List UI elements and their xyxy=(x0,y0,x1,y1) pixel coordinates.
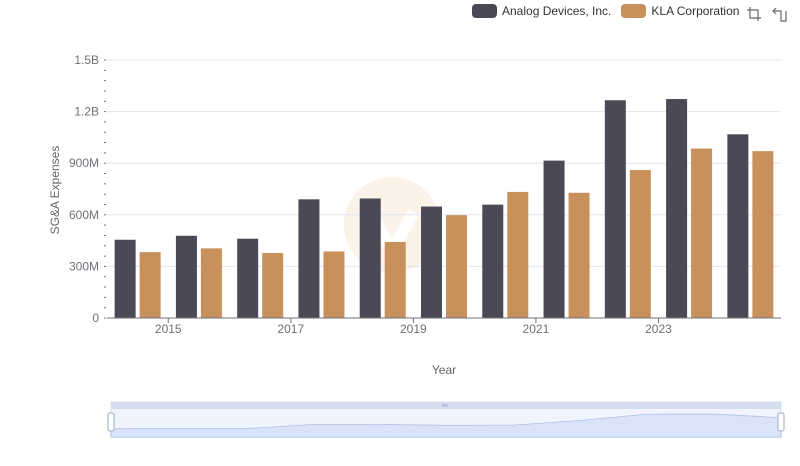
data-zoom-preview-area xyxy=(110,413,782,438)
legend-label-kla: KLA Corporation xyxy=(651,4,740,18)
x-axis-title: Year xyxy=(432,363,456,377)
data-zoom-right-handle[interactable] xyxy=(777,412,785,432)
bar-kla-2020[interactable] xyxy=(507,191,529,318)
bar-kla-2014[interactable] xyxy=(139,252,161,318)
toolbox xyxy=(746,6,788,22)
y-tick-label: 900M xyxy=(69,156,99,170)
zoom-icon[interactable] xyxy=(746,6,762,22)
y-tick-label: 600M xyxy=(69,208,99,222)
legend-item-kla[interactable]: KLA Corporation xyxy=(621,4,739,18)
bar-analog-devices-2016[interactable] xyxy=(237,238,259,318)
y-tick-label: 1.5B xyxy=(74,53,99,67)
bar-kla-2022[interactable] xyxy=(629,170,651,318)
bar-kla-2023[interactable] xyxy=(691,148,713,318)
bar-kla-2017[interactable] xyxy=(323,251,345,318)
x-tick-label: 2023 xyxy=(645,322,672,336)
bar-analog-devices-2022[interactable] xyxy=(604,100,626,318)
x-tick-label: 2017 xyxy=(277,322,304,336)
bar-analog-devices-2024[interactable] xyxy=(727,134,749,318)
y-tick-label: 300M xyxy=(69,259,99,273)
data-zoom-selected-range[interactable] xyxy=(111,409,781,437)
bar-analog-devices-2014[interactable] xyxy=(114,239,136,318)
bar-analog-devices-2017[interactable] xyxy=(298,199,320,318)
y-axis-minor-ticks xyxy=(104,59,106,319)
bar-analog-devices-2018[interactable] xyxy=(359,198,381,318)
x-tick-label: 2019 xyxy=(400,322,427,336)
data-zoom-top-bar[interactable] xyxy=(111,402,781,409)
y-tick-label: 0 xyxy=(92,311,99,325)
bar-analog-devices-2015[interactable] xyxy=(175,235,197,318)
y-tick-label: 1.2B xyxy=(74,105,99,119)
bar-analog-devices-2019[interactable] xyxy=(421,206,442,318)
bar-kla-2016[interactable] xyxy=(262,252,284,318)
bar-kla-2024[interactable] xyxy=(752,151,774,318)
restore-icon[interactable] xyxy=(772,6,788,22)
bar-kla-2015[interactable] xyxy=(200,248,222,318)
bars xyxy=(114,99,774,318)
bar-analog-devices-2020[interactable] xyxy=(482,204,504,318)
x-tick-label: 2015 xyxy=(155,322,182,336)
bar-kla-2018[interactable] xyxy=(384,241,406,318)
legend-item-analog-devices[interactable]: Analog Devices, Inc. xyxy=(472,4,611,18)
x-tick-label: 2021 xyxy=(523,322,550,336)
bar-kla-2021[interactable] xyxy=(568,192,590,318)
data-zoom-top-grip-icon[interactable] xyxy=(442,404,448,407)
y-axis-title: SG&A Expenses xyxy=(48,146,62,235)
bar-analog-devices-2021[interactable] xyxy=(543,160,565,318)
legend: Analog Devices, Inc. KLA Corporation xyxy=(472,4,739,18)
data-zoom-slider[interactable] xyxy=(107,401,785,438)
data-zoom-left-handle[interactable] xyxy=(107,412,115,432)
legend-swatch-analog-devices xyxy=(472,4,497,18)
bar-analog-devices-2023[interactable] xyxy=(666,99,688,318)
bar-kla-2019[interactable] xyxy=(446,215,467,318)
legend-swatch-kla xyxy=(621,4,647,18)
legend-label-analog-devices: Analog Devices, Inc. xyxy=(502,4,612,18)
x-axis-tick-labels: 2015 2017 2019 2021 2023 xyxy=(155,318,672,336)
y-axis-tick-labels: 0 300M 600M 900M 1.2B 1.5B xyxy=(69,53,99,325)
